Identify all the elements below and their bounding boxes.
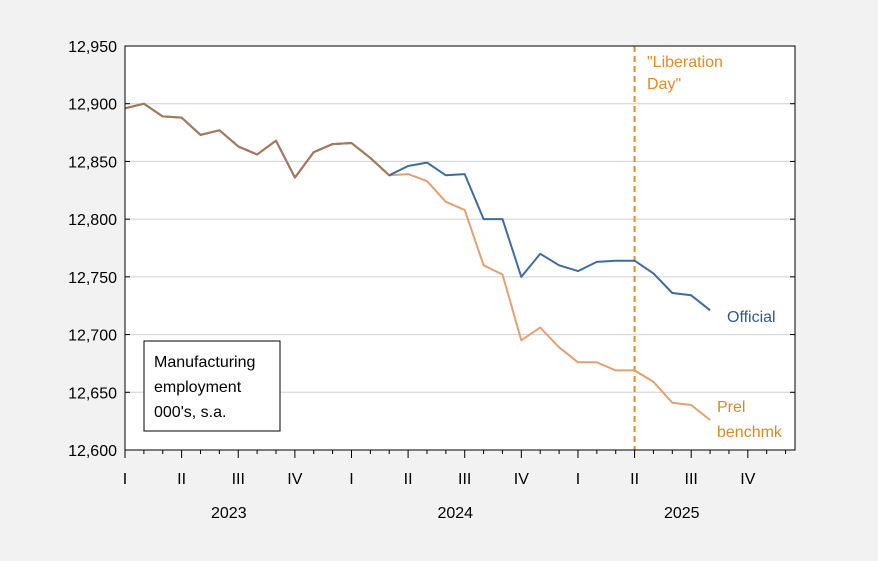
textbox-frame (143, 340, 281, 432)
vline-label-line-2: Day" (647, 76, 681, 93)
quarter-label: III (685, 471, 698, 488)
quarter-label: II (177, 471, 186, 488)
y-tick-label: 12,850 (68, 154, 117, 171)
year-label: 2024 (437, 505, 473, 522)
textbox-line-2: employment (154, 379, 242, 396)
quarter-label: IV (514, 471, 529, 488)
quarter-label: I (576, 471, 580, 488)
y-axis-labels: 12,600 12,650 12,700 12,750 12,800 12,850 12,9… (68, 39, 117, 460)
quarter-labels: I II III IV I II III IV I II III IV (123, 471, 756, 488)
year-label: 2025 (664, 505, 700, 522)
textbox: Manufacturing employment 000's, s.a. (143, 340, 281, 432)
quarter-label: I (349, 471, 353, 488)
quarter-label: I (123, 471, 127, 488)
y-tick-label: 12,800 (68, 212, 117, 229)
official-label: Official (727, 309, 776, 326)
textbox-line-3: 000's, s.a. (154, 404, 226, 421)
year-label: 2023 (211, 505, 247, 522)
y-tick-label: 12,650 (68, 385, 117, 402)
year-labels: 2023 2024 2025 (211, 505, 700, 522)
y-tick-label: 12,600 (68, 443, 117, 460)
series-lines (124, 102, 711, 421)
prel-label-line-2: benchmk (717, 424, 783, 441)
quarter-label: II (630, 471, 639, 488)
x-axis-ticks (124, 450, 787, 458)
y-tick-label: 12,900 (68, 97, 117, 114)
quarter-label: III (232, 471, 245, 488)
quarter-label: IV (740, 471, 755, 488)
vline-label-line-1: "Liberation (647, 54, 723, 71)
y-tick-label: 12,950 (68, 39, 117, 56)
quarter-label: III (458, 471, 471, 488)
y-tick-label: 12,750 (68, 270, 117, 287)
quarter-label: II (404, 471, 413, 488)
plot-frame (124, 45, 796, 451)
quarter-label: IV (287, 471, 302, 488)
textbox-line-1: Manufacturing (154, 354, 255, 371)
prel-label-line-1: Prel (717, 399, 745, 416)
y-tick-label: 12,700 (68, 328, 117, 345)
series-line-overlap (124, 102, 390, 179)
